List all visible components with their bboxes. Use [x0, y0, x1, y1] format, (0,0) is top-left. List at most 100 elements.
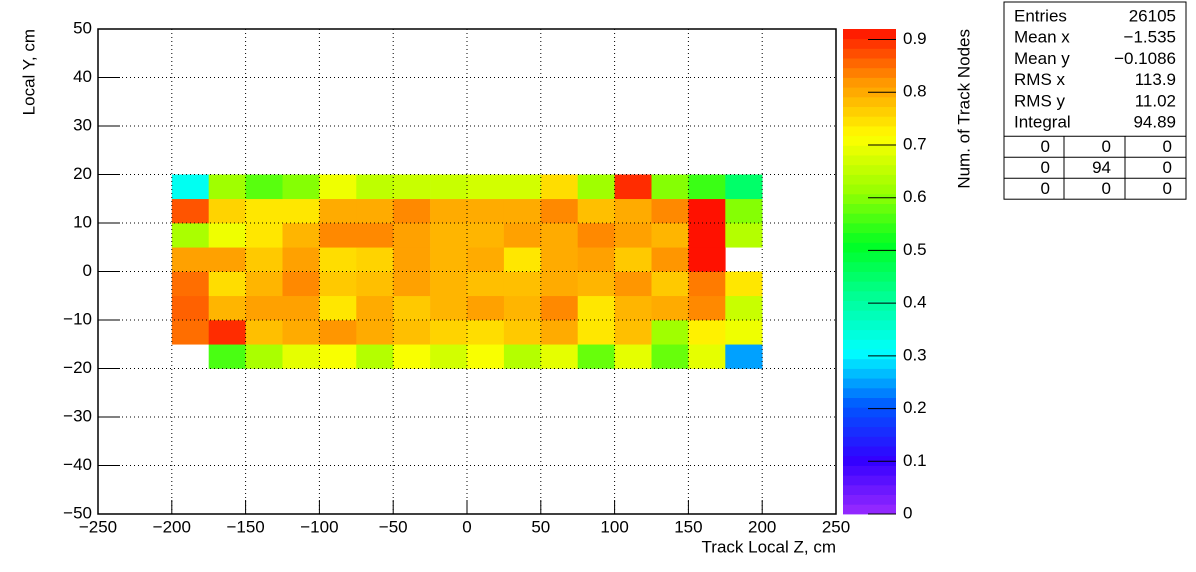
heatmap-cell: [651, 271, 689, 297]
color-band: [843, 155, 896, 166]
heatmap-cell: [393, 247, 431, 272]
color-band: [843, 368, 896, 379]
color-band: [843, 213, 896, 224]
stat-name: Entries: [1014, 6, 1067, 25]
color-band: [843, 484, 896, 495]
x-axis-label: Track Local Z, cm: [702, 537, 836, 556]
heatmap-cell: [208, 295, 246, 321]
heatmap-cell: [540, 223, 578, 248]
heatmap-cell: [393, 223, 431, 248]
heatmap-cell: [171, 271, 209, 297]
overflow-cell: 94: [1092, 158, 1111, 177]
heatmap-cell: [540, 247, 578, 272]
heatmap-cell: [171, 320, 209, 345]
heatmap-cell: [725, 223, 763, 248]
heatmap-cell: [467, 295, 505, 321]
color-band: [843, 281, 896, 292]
color-band: [843, 203, 896, 214]
heatmap-cell: [503, 223, 542, 248]
heatmap-cell: [467, 344, 505, 369]
overflow-cell: 0: [1163, 158, 1172, 177]
heatmap-cell: [208, 198, 246, 224]
heatmap-cell: [356, 344, 394, 369]
z-tick-label: 0.7: [903, 134, 927, 153]
heatmap-cell: [577, 344, 615, 369]
heatmap-cell: [688, 295, 726, 321]
heatmap-cell: [688, 174, 726, 200]
heatmap-cell: [651, 174, 689, 200]
stat-value: 26105: [1129, 6, 1176, 25]
x-tick-label: −150: [226, 517, 264, 536]
x-tick-label: −250: [79, 517, 117, 536]
color-band: [843, 58, 896, 69]
color-band: [843, 417, 896, 428]
heatmap-cell: [319, 174, 357, 200]
heatmap-cell: [725, 198, 763, 224]
heatmap-cell: [393, 320, 431, 345]
color-band: [843, 387, 896, 398]
heatmap-cell: [577, 198, 615, 224]
heatmap-cell: [577, 271, 615, 297]
y-tick-label: 0: [83, 261, 92, 280]
heatmap-cell: [171, 174, 209, 200]
y-tick-label: −20: [63, 358, 92, 377]
color-band: [843, 29, 896, 40]
heatmap-cell: [467, 174, 505, 200]
heatmap-cell: [688, 344, 726, 369]
x-tick-label: −100: [300, 517, 338, 536]
x-tick-label: −50: [379, 517, 408, 536]
color-band: [843, 184, 896, 195]
color-band: [843, 504, 896, 515]
heatmap-cell: [540, 344, 578, 369]
heatmap-cell: [503, 295, 542, 321]
heatmap-cell: [356, 295, 394, 321]
heatmap-cell: [430, 271, 468, 297]
z-tick-label: 0.8: [903, 82, 927, 101]
stat-name: Mean y: [1014, 49, 1070, 68]
heatmap-cell: [688, 223, 726, 248]
heatmap-cell: [356, 247, 394, 272]
heatmap-cell: [430, 223, 468, 248]
heatmap-cell: [356, 174, 394, 200]
heatmap-cell: [171, 223, 209, 248]
heatmap-cell: [430, 174, 468, 200]
heatmap-cell: [208, 247, 246, 272]
color-band: [843, 193, 896, 204]
heatmap-cell: [540, 198, 578, 224]
x-tick-label: 250: [822, 517, 850, 536]
heatmap-cell: [245, 223, 283, 248]
color-band: [843, 242, 896, 253]
z-tick-label: 0.2: [903, 398, 927, 417]
heatmap-cell: [245, 344, 283, 369]
y-tick-label: 10: [73, 212, 92, 231]
heatmap-cell: [577, 295, 615, 321]
heatmap-cell: [393, 344, 431, 369]
heatmap-cell: [282, 174, 320, 200]
heatmap-cell: [503, 198, 542, 224]
heatmap-cell: [614, 295, 652, 321]
heatmap-cell: [467, 247, 505, 272]
heatmap-cell: [725, 320, 763, 345]
color-band: [843, 271, 896, 282]
z-tick-label: 0.1: [903, 451, 927, 470]
heatmap-cell: [319, 320, 357, 345]
heatmap-cell: [614, 174, 652, 200]
heatmap-cell: [208, 174, 246, 200]
y-tick-label: −40: [63, 455, 92, 474]
heatmap-cell: [467, 320, 505, 345]
z-tick-label: 0.5: [903, 240, 927, 259]
heatmap-cell: [651, 198, 689, 224]
heatmap-cell: [245, 320, 283, 345]
heatmap-cell: [577, 320, 615, 345]
heatmap-cell: [208, 271, 246, 297]
heatmap-cell: [614, 247, 652, 272]
color-band: [843, 300, 896, 311]
heatmap-cell: [245, 198, 283, 224]
heatmap-cell: [467, 198, 505, 224]
heatmap-cell: [171, 247, 209, 272]
color-band: [843, 174, 896, 185]
z-tick-label: 0: [903, 503, 912, 522]
heatmap-cell: [688, 198, 726, 224]
heatmap-cell: [282, 271, 320, 297]
